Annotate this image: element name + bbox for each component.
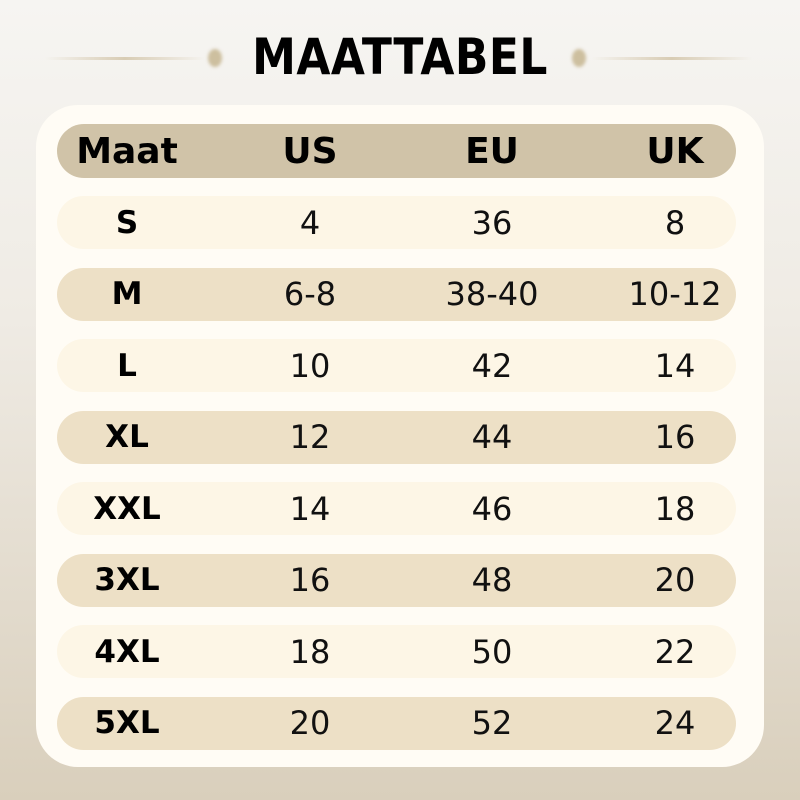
table-header-row: Maat US EU UK bbox=[57, 124, 736, 178]
cell-uk: 20 bbox=[654, 561, 696, 599]
cell-uk: 16 bbox=[654, 418, 696, 456]
table-row: XL 12 44 16 bbox=[57, 410, 736, 464]
table-row: S 4 36 8 bbox=[57, 196, 736, 249]
table-row: M 6-8 38-40 10-12 bbox=[57, 267, 736, 321]
cell-eu: 38-40 bbox=[445, 275, 539, 313]
title-line-right bbox=[592, 57, 752, 60]
cell-size: 5XL bbox=[94, 705, 160, 741]
cell-size: 4XL bbox=[94, 633, 160, 670]
header-maat: Maat bbox=[76, 130, 178, 172]
cell-size: L bbox=[117, 347, 137, 384]
cell-us: 12 bbox=[289, 418, 331, 456]
title-dot-right bbox=[572, 49, 586, 67]
cell-us: 18 bbox=[289, 632, 331, 671]
cell-uk: 22 bbox=[654, 632, 696, 671]
cell-us: 6-8 bbox=[283, 275, 337, 313]
size-table: Maat US EU UK S 4 36 8 M 6-8 38-40 10-12 L 10 42 14… bbox=[36, 105, 764, 767]
cell-size: XXL bbox=[93, 490, 161, 527]
header-uk: UK bbox=[646, 130, 704, 172]
cell-eu: 42 bbox=[471, 346, 513, 385]
cell-eu: 50 bbox=[471, 632, 513, 671]
cell-eu: 48 bbox=[471, 561, 513, 599]
header-eu: EU bbox=[465, 130, 519, 172]
cell-size: M bbox=[111, 276, 143, 312]
table-row: 5XL 20 52 24 bbox=[57, 696, 736, 750]
table-row: 3XL 16 48 20 bbox=[57, 553, 736, 607]
page-title: MAATTABEL bbox=[252, 28, 548, 86]
cell-us: 14 bbox=[289, 489, 331, 528]
cell-size: XL bbox=[105, 419, 149, 455]
cell-us: 4 bbox=[299, 203, 321, 242]
cell-us: 16 bbox=[289, 561, 331, 599]
table-row: 4XL 18 50 22 bbox=[57, 625, 736, 678]
cell-eu: 36 bbox=[471, 203, 513, 242]
cell-size: 3XL bbox=[94, 562, 160, 598]
cell-us: 20 bbox=[289, 704, 331, 742]
cell-us: 10 bbox=[289, 346, 331, 385]
cell-uk: 24 bbox=[654, 704, 696, 742]
cell-uk: 18 bbox=[654, 489, 696, 528]
table-row: L 10 42 14 bbox=[57, 339, 736, 392]
cell-eu: 52 bbox=[471, 704, 513, 742]
table-row: XXL 14 46 18 bbox=[57, 482, 736, 535]
cell-eu: 46 bbox=[471, 489, 513, 528]
title-dot-left bbox=[208, 49, 222, 67]
cell-uk: 14 bbox=[654, 346, 696, 385]
header-us: US bbox=[282, 130, 338, 172]
cell-uk: 10-12 bbox=[628, 275, 722, 313]
cell-size: S bbox=[115, 204, 139, 241]
title-line-left bbox=[45, 57, 205, 60]
cell-eu: 44 bbox=[471, 418, 513, 456]
cell-uk: 8 bbox=[664, 203, 686, 242]
